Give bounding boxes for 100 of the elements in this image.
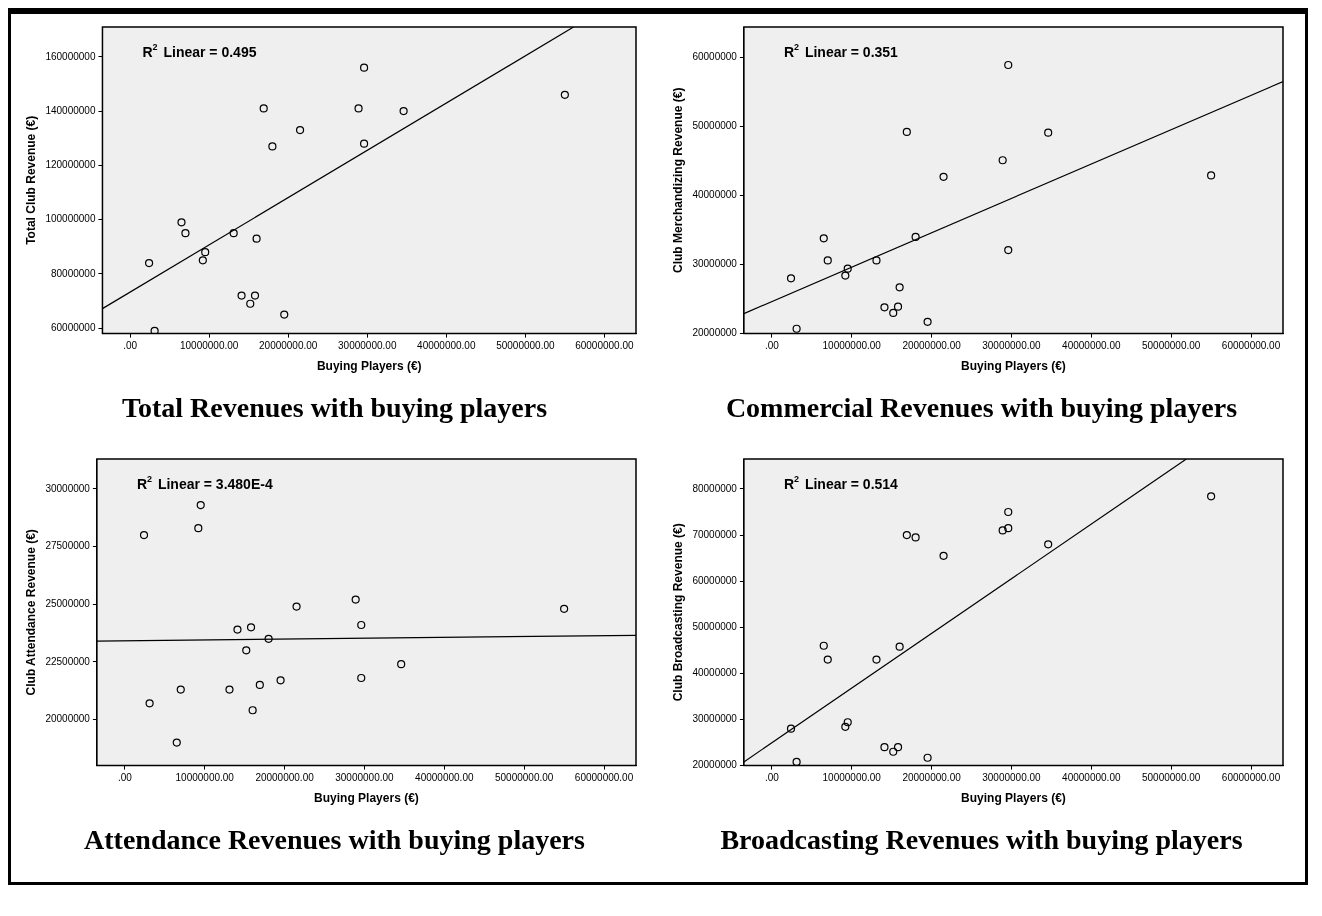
x-tick-label: 30000000.00 <box>981 340 1041 352</box>
point <box>792 324 801 333</box>
point <box>922 317 932 326</box>
point <box>196 501 205 510</box>
y-tick-label: 120000000 <box>44 159 96 171</box>
x-tick-label: .00 <box>764 772 779 784</box>
point <box>1043 128 1052 137</box>
x-tick-label: 40000000.00 <box>1061 340 1121 352</box>
point <box>172 738 181 747</box>
y-tick-label: 27500000 <box>44 540 90 552</box>
y-tick-label: 20000000 <box>44 713 90 725</box>
x-tick-label: 10000000.00 <box>179 340 239 352</box>
x-axis-title: Buying Players (€) <box>960 359 1066 374</box>
point <box>911 232 920 242</box>
point <box>232 625 242 634</box>
y-tick-label: 50000000 <box>691 621 737 633</box>
x-tick-label: 10000000.00 <box>822 772 881 784</box>
x-axis-title: Buying Players (€) <box>313 791 419 806</box>
x-tick-label: 40000000.00 <box>1061 772 1121 784</box>
x-tick-label: .00 <box>117 772 132 784</box>
x-tick-label: 10000000.00 <box>175 772 234 784</box>
point <box>399 107 408 116</box>
point <box>823 256 832 265</box>
point <box>879 303 889 312</box>
y-axis-title: Club Attendance Revenue (€) <box>23 529 38 696</box>
x-tick-label: 30000000.00 <box>981 772 1041 784</box>
point <box>843 718 852 727</box>
point <box>275 676 285 685</box>
point <box>255 680 264 690</box>
text: Commercial Revenues with buying players <box>725 392 1238 424</box>
point <box>998 156 1007 165</box>
point <box>198 256 207 265</box>
point <box>264 634 273 643</box>
y-tick-label: 25000000 <box>44 597 90 609</box>
point <box>911 533 920 542</box>
point <box>267 142 276 151</box>
x-tick-label: .00 <box>764 340 779 352</box>
y-axis-title: Club Merchandizing Revenue (€) <box>670 87 685 273</box>
x-tick-label: 40000000.00 <box>414 772 474 784</box>
point <box>144 258 153 268</box>
y-tick-label: 30000000 <box>691 258 737 270</box>
x-tick-label: 50000000.00 <box>1141 772 1201 784</box>
point <box>176 685 185 694</box>
point <box>193 524 202 533</box>
y-tick-label: 30000000 <box>44 482 90 494</box>
x-tick-label: 40000000.00 <box>416 340 476 352</box>
point <box>279 310 288 319</box>
x-tick-label: 60000000.00 <box>574 772 634 784</box>
y-tick-label: 30000000 <box>691 713 737 725</box>
point <box>893 743 902 752</box>
x-tick-label: 20000000.00 <box>901 772 961 784</box>
point <box>356 620 365 630</box>
point <box>353 104 363 113</box>
x-tick-label: 50000000.00 <box>1141 340 1201 352</box>
point <box>819 641 828 650</box>
point <box>295 126 304 135</box>
y-tick-label: 22500000 <box>44 655 90 667</box>
point <box>259 104 268 113</box>
text: Broadcasting Revenues with buying players <box>720 824 1243 856</box>
point <box>786 274 795 283</box>
point <box>871 256 881 265</box>
point <box>250 291 259 300</box>
point <box>840 722 849 731</box>
point <box>1003 524 1012 533</box>
point <box>145 699 154 708</box>
point <box>786 724 795 733</box>
point <box>246 623 255 632</box>
x-tick-label: 30000000.00 <box>337 340 397 352</box>
point <box>176 218 186 227</box>
point <box>922 753 932 762</box>
point <box>139 530 148 540</box>
x-tick-label: 60000000.00 <box>574 340 634 352</box>
y-tick-label: 60000000 <box>50 321 96 333</box>
point <box>893 302 902 311</box>
x-tick-label: 60000000.00 <box>1221 772 1281 784</box>
x-tick-label: 50000000.00 <box>494 772 554 784</box>
x-tick-label: 30000000.00 <box>334 772 394 784</box>
point <box>359 63 368 72</box>
point <box>245 299 254 308</box>
point <box>1043 540 1052 549</box>
x-axis-title: Buying Players (€) <box>960 791 1066 806</box>
y-tick-label: 140000000 <box>44 104 96 116</box>
point <box>1206 171 1215 180</box>
point <box>359 139 368 148</box>
x-axis-title: Buying Players (€) <box>316 359 422 374</box>
point <box>248 706 257 715</box>
y-tick-label: 80000000 <box>691 482 737 494</box>
point <box>229 229 238 238</box>
y-axis-title: Club Broadcasting Revenue (€) <box>670 523 685 702</box>
y-tick-label: 40000000 <box>691 667 737 679</box>
point <box>895 642 904 651</box>
point <box>938 172 948 181</box>
x-tick-label: .00 <box>122 340 138 352</box>
point <box>241 646 250 655</box>
point <box>819 234 828 243</box>
y-tick-label: 60000000 <box>691 51 737 63</box>
point <box>871 655 881 664</box>
y-tick-label: 40000000 <box>691 189 737 201</box>
point <box>840 271 849 280</box>
y-tick-label: 50000000 <box>691 120 737 132</box>
